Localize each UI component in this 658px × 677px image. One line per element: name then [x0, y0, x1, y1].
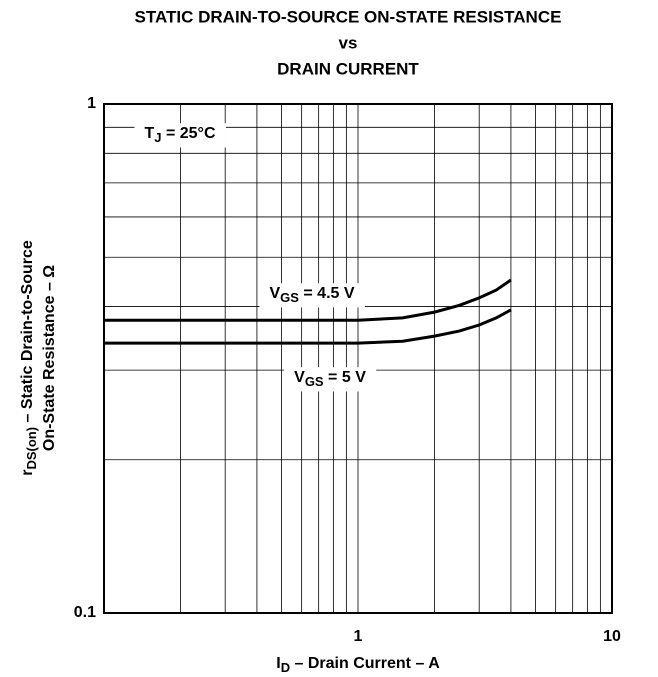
label-subscript: DS(on) — [24, 427, 39, 470]
label-text: – Drain Current – A — [290, 655, 440, 672]
series-line — [104, 308, 512, 345]
label-subscript: GS — [305, 374, 324, 389]
label-background — [284, 367, 377, 392]
label-subscript: J — [154, 130, 161, 145]
chart-title: vs — [339, 33, 358, 52]
label-text: = 25°C — [162, 125, 216, 142]
label-subscript: GS — [280, 290, 299, 305]
y-axis-label-line: On-State Resistance – Ω — [41, 265, 58, 451]
y-tick-label: 0.1 — [74, 604, 96, 621]
label-text: – Static Drain-to-Source — [19, 240, 36, 427]
y-axis-label-line: rDS(on) – Static Drain-to-Source — [19, 240, 39, 476]
label-subscript: D — [281, 660, 290, 675]
label-background — [134, 123, 226, 148]
label-symbol: V — [294, 369, 305, 386]
label-background — [259, 283, 365, 308]
x-tick-label: 10 — [603, 628, 621, 645]
series-label: VGS = 5 V — [294, 369, 366, 389]
annotation: TJ = 25°C — [145, 125, 216, 145]
x-tick-label: 1 — [354, 628, 363, 645]
label-symbol: I — [276, 655, 280, 672]
series-line — [104, 278, 512, 322]
series-label: VGS = 4.5 V — [269, 285, 354, 305]
chart-title: STATIC DRAIN-TO-SOURCE ON-STATE RESISTAN… — [135, 7, 562, 26]
label-symbol: T — [145, 125, 155, 142]
label-symbol: V — [269, 285, 280, 302]
chart-title: DRAIN CURRENT — [277, 59, 419, 78]
y-tick-label: 1 — [87, 95, 96, 112]
label-text: = 4.5 V — [299, 285, 355, 302]
label-text: = 5 V — [324, 369, 367, 386]
y-axis-label: rDS(on) – Static Drain-to-Source On-State… — [19, 240, 58, 476]
label-symbol: r — [19, 470, 36, 476]
label-text: On-State Resistance – Ω — [41, 265, 58, 451]
x-axis-label: ID – Drain Current – A — [276, 655, 440, 675]
